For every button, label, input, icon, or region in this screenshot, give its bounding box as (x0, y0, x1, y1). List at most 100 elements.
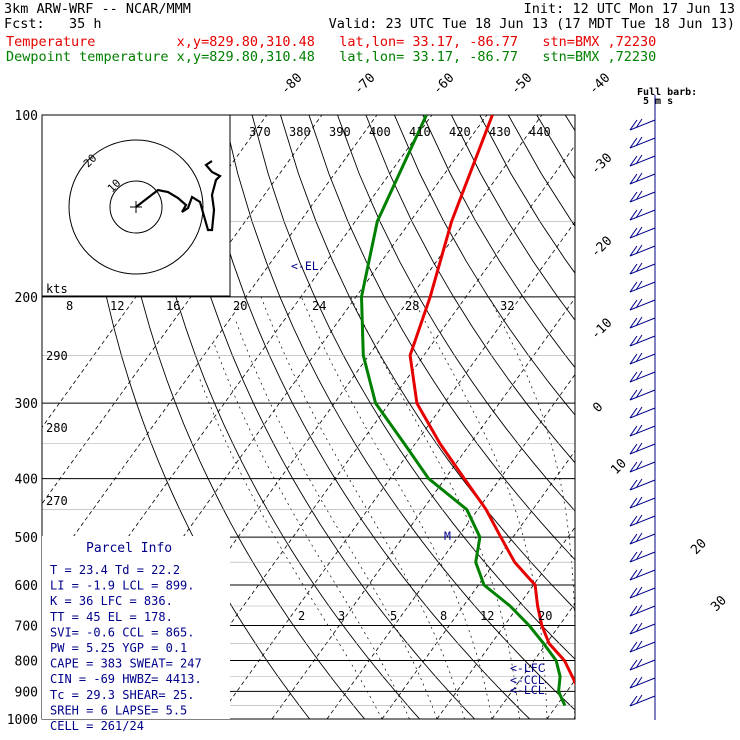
theta-tick-label: 280 (46, 421, 68, 435)
mixing-ratio-low-label: 3 (338, 609, 345, 623)
wind-barb (629, 208, 656, 221)
dry-adiabat (337, 115, 575, 512)
mixing-ratio-label: 24 (312, 299, 326, 313)
moist-adiabat (198, 375, 383, 719)
wind-barb (629, 496, 656, 509)
mixing-ratio-label: 16 (166, 299, 180, 313)
wind-barb (629, 298, 656, 311)
hodograph-units-label: kts (46, 282, 68, 296)
mixing-ratio-label: 8 (66, 299, 73, 313)
mixing-ratio-label: 28 (405, 299, 419, 313)
temperature-tick-label: -60 (430, 71, 457, 98)
wind-barb (629, 676, 656, 689)
dry-adiabat (479, 115, 575, 274)
isotherm-line (602, 115, 740, 719)
temperature-tick-label: -80 (278, 71, 305, 98)
dry-adiabat (280, 115, 575, 610)
wind-barb (629, 334, 656, 347)
hodograph-trace (135, 160, 222, 232)
parcel-info-row: CAPE = 383 SWEAT= 247 (50, 657, 202, 671)
dry-adiabat (507, 115, 575, 227)
wind-barb (629, 514, 656, 527)
pressure-tick-label: 200 (15, 291, 38, 306)
theta-top-label: 370 (249, 125, 271, 139)
dry-adiabat (365, 115, 575, 464)
theta-top-label: 410 (409, 125, 431, 139)
wind-barb (629, 424, 656, 437)
isotherm-line (216, 221, 575, 719)
isotherm-line (491, 603, 575, 719)
temperature-tick-label: -50 (508, 71, 535, 98)
pressure-tick-label: 500 (15, 531, 38, 546)
isotherm-line (42, 115, 268, 429)
parcel-info-row: PW = 5.25 YGP = 0.1 (50, 641, 187, 655)
dry-adiabat (393, 115, 575, 416)
wind-barb (629, 190, 656, 203)
pressure-tick-label: 700 (15, 619, 38, 634)
init-time: Init: 12 UTC Mon 17 Jun 13 (523, 1, 735, 17)
dry-adiabat (194, 115, 531, 719)
wind-barb (629, 550, 656, 563)
parcel-info-row: SVI= -0.6 CCL = 865. (50, 625, 195, 639)
mixing-ratio-label: 20 (233, 299, 247, 313)
temperature-tick-label: 20 (688, 536, 710, 558)
isotherm-line (106, 115, 543, 719)
wind-barb (629, 460, 656, 473)
pressure-tick-label: 100 (15, 109, 38, 124)
mixing-ratio-low-label: 8 (440, 609, 447, 623)
level-marker: M (444, 529, 451, 543)
parcel-info-background (42, 536, 230, 719)
forecast-hour: Fcst: 35 h (4, 16, 102, 32)
moist-adiabat (214, 344, 410, 719)
wind-barb (629, 622, 656, 635)
theta-top-label: 390 (329, 125, 351, 139)
isotherm-line (657, 115, 740, 719)
level-marker: <-LFC (510, 661, 545, 675)
hodograph-ring (68, 139, 204, 275)
isotherm-line (326, 373, 575, 719)
valid-time: Valid: 23 UTC Tue 18 Jun 13 (17 MDT Tue … (328, 16, 735, 32)
mixing-ratio-low-label: 2 (298, 609, 305, 623)
pressure-tick-label: 1000 (7, 713, 38, 728)
pressure-tick-label: 400 (15, 473, 38, 488)
wind-barb (629, 244, 656, 257)
wind-barb (629, 658, 656, 671)
level-marker: <-EL (291, 259, 319, 273)
theta-tick-label: 270 (46, 494, 68, 508)
parcel-info-row: K = 36 LFC = 836. (50, 594, 173, 608)
parcel-info-row: SREH = 6 LAPSE= 5.5 (50, 703, 187, 717)
temperature-tick-label: -10 (588, 316, 615, 343)
parcel-info-row: LI = -1.9 LCL = 899. (50, 579, 195, 593)
wind-barbs: Full barb:5 m s (629, 87, 697, 720)
mixing-ratio-label: 32 (500, 299, 514, 313)
dry-adiabat (251, 115, 575, 660)
isotherm-line (42, 115, 378, 581)
dry-adiabat (223, 115, 575, 711)
pressure-tick-label: 300 (15, 397, 38, 412)
isotherm-line (712, 115, 740, 719)
dewpoint-legend: Dewpoint temperature x,y=829.80,310.48 l… (6, 49, 657, 65)
wind-barb (629, 406, 656, 419)
moist-adiabat (260, 296, 465, 719)
mixing-ratio-low-label: 20 (538, 609, 552, 623)
wind-barb (629, 442, 656, 455)
mixing-ratio-label: 12 (110, 299, 124, 313)
wind-barb (629, 532, 656, 545)
barb-key-label: Full barb: (637, 87, 697, 98)
parcel-info-row: TT = 45 EL = 178. (50, 610, 173, 624)
pressure-tick-label: 600 (15, 579, 38, 594)
dry-adiabat (536, 115, 575, 180)
level-marker: <-LCL (510, 683, 545, 697)
plot-frame (41, 114, 576, 720)
dry-adiabat (422, 115, 575, 369)
wind-barb (629, 568, 656, 581)
temperature-tick-label: -40 (586, 71, 613, 98)
moist-adiabat (350, 296, 520, 719)
wind-barb (629, 388, 656, 401)
mixing-ratio-low-label: 12 (480, 609, 494, 623)
temperature-tick-label: 30 (708, 593, 730, 615)
wind-barb (629, 352, 656, 365)
parcel-info-row: Tc = 29.3 SHEAR= 25. (50, 688, 195, 702)
wind-barb (629, 172, 656, 185)
dry-adiabat (594, 115, 740, 732)
